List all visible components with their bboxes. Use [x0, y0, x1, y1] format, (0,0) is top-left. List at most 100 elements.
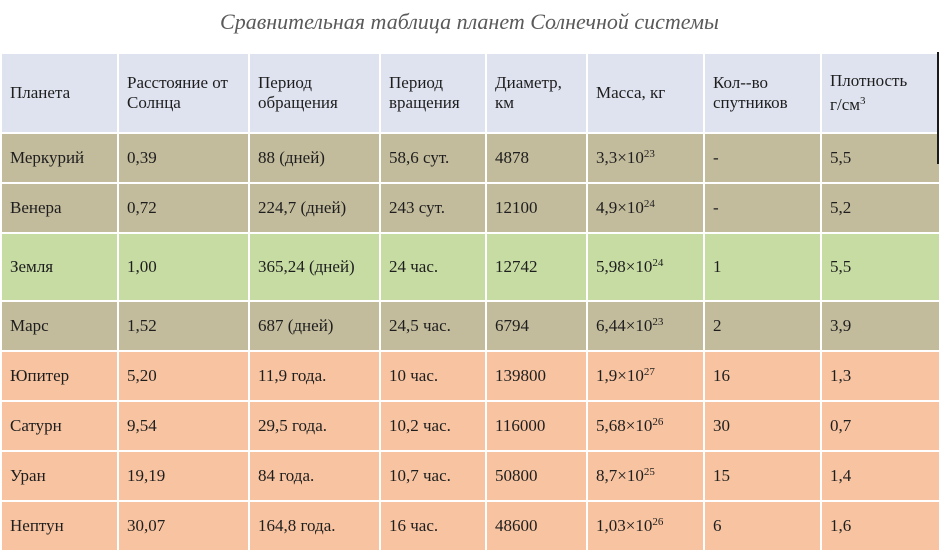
- cell-density: 1,6: [820, 500, 939, 552]
- cell-mass: 8,7×1025: [586, 450, 705, 502]
- mass-exponent: 24: [652, 257, 664, 269]
- table-row: Марс 1,52 687 (дней) 24,5 час. 6794 6,44×1023…: [0, 300, 939, 352]
- cell-planet: Нептун: [0, 500, 119, 552]
- cell-density: 1,3: [820, 350, 939, 402]
- cell-planet: Меркурий: [0, 132, 119, 184]
- cell-moons: 2: [703, 300, 822, 352]
- table-body: Меркурий 0,39 88 (дней) 58,6 сут. 4878 3,3×10…: [0, 132, 939, 552]
- cell-distance: 0,72: [117, 182, 250, 234]
- cell-mass: 5,98×1024: [586, 232, 705, 302]
- cell-diameter: 6794: [485, 300, 588, 352]
- cell-moons: 1: [703, 232, 822, 302]
- cell-mass: 1,03×1026: [586, 500, 705, 552]
- cell-density: 5,2: [820, 182, 939, 234]
- mass-times-ten: ×10: [625, 316, 653, 335]
- cell-diameter: 4878: [485, 132, 588, 184]
- header-orbit-line2: обращения: [258, 93, 338, 112]
- page-title: Сравнительная таблица планет Солнечной с…: [220, 9, 719, 34]
- mass-times-ten: ×10: [617, 466, 644, 485]
- mass-base: 3,3: [596, 148, 618, 167]
- right-edge-line: [937, 52, 939, 164]
- table-header-row: Планета Расстояние от Солнца Период обраще…: [0, 52, 939, 134]
- header-planet: Планета: [0, 52, 119, 134]
- cell-mass: 1,9×1027: [586, 350, 705, 402]
- cell-moons: 30: [703, 400, 822, 452]
- mass-exponent: 26: [652, 416, 664, 428]
- cell-rotation: 16 час.: [379, 500, 487, 552]
- cell-distance: 1,52: [117, 300, 250, 352]
- cell-orbit: 29,5 года.: [248, 400, 381, 452]
- header-diameter-line2: км: [495, 93, 515, 112]
- cell-rotation: 58,6 сут.: [379, 132, 487, 184]
- cell-orbit: 687 (дней): [248, 300, 381, 352]
- header-rotation: Период вращения: [379, 52, 487, 134]
- cell-moons: -: [703, 132, 822, 184]
- cell-distance: 1,00: [117, 232, 250, 302]
- cell-density: 3,9: [820, 300, 939, 352]
- cell-diameter: 139800: [485, 350, 588, 402]
- cell-diameter: 116000: [485, 400, 588, 452]
- cell-orbit: 84 года.: [248, 450, 381, 502]
- cell-diameter: 12100: [485, 182, 588, 234]
- mass-base: 8,7: [596, 466, 618, 485]
- mass-base: 6,44: [596, 316, 626, 335]
- cell-mass: 6,44×1023: [586, 300, 705, 352]
- header-rotation-line2: вращения: [389, 93, 460, 112]
- header-rotation-line1: Период: [389, 73, 444, 92]
- table-row: Уран 19,19 84 года. 10,7 час. 50800 8,7×1025 1…: [0, 450, 939, 502]
- cell-mass: 4,9×1024: [586, 182, 705, 234]
- cell-orbit: 164,8 года.: [248, 500, 381, 552]
- cell-rotation: 10,7 час.: [379, 450, 487, 502]
- mass-times-ten: ×10: [625, 516, 653, 535]
- header-distance-line1: Расстояние от: [127, 73, 228, 92]
- cell-planet: Уран: [0, 450, 119, 502]
- mass-exponent: 25: [643, 466, 655, 478]
- header-density: Плотность г/см3: [820, 52, 939, 134]
- table-row: Нептун 30,07 164,8 года. 16 час. 48600 1,03×1…: [0, 500, 939, 552]
- mass-base: 1,9: [596, 366, 618, 385]
- table-row: Юпитер 5,20 11,9 года. 10 час. 139800 1,9×102…: [0, 350, 939, 402]
- cell-density: 1,4: [820, 450, 939, 502]
- cell-planet: Сатурн: [0, 400, 119, 452]
- cell-rotation: 10,2 час.: [379, 400, 487, 452]
- cell-distance: 19,19: [117, 450, 250, 502]
- cell-distance: 30,07: [117, 500, 250, 552]
- cell-rotation: 243 сут.: [379, 182, 487, 234]
- cell-rotation: 10 час.: [379, 350, 487, 402]
- header-density-line2: г/см: [830, 95, 860, 114]
- header-distance-line2: Солнца: [127, 93, 181, 112]
- cell-moons: 15: [703, 450, 822, 502]
- cell-diameter: 48600: [485, 500, 588, 552]
- header-moons-line1: Кол--во: [713, 73, 768, 92]
- header-density-line1: Плотность: [830, 71, 908, 90]
- header-mass: Масса, кг: [586, 52, 705, 134]
- header-orbit-line1: Период: [258, 73, 313, 92]
- cell-planet: Земля: [0, 232, 119, 302]
- cell-distance: 5,20: [117, 350, 250, 402]
- mass-times-ten: ×10: [625, 416, 653, 435]
- header-distance: Расстояние от Солнца: [117, 52, 250, 134]
- mass-exponent: 26: [652, 516, 664, 528]
- cell-rotation: 24 час.: [379, 232, 487, 302]
- cell-mass: 5,68×1026: [586, 400, 705, 452]
- cell-orbit: 365,24 (дней): [248, 232, 381, 302]
- cell-moons: 16: [703, 350, 822, 402]
- table-row: Венера 0,72 224,7 (дней) 243 сут. 12100 4,9×1…: [0, 182, 939, 234]
- cell-planet: Юпитер: [0, 350, 119, 402]
- mass-base: 4,9: [596, 198, 618, 217]
- cell-density: 0,7: [820, 400, 939, 452]
- header-diameter: Диаметр, км: [485, 52, 588, 134]
- cell-density: 5,5: [820, 132, 939, 184]
- table-row: Земля 1,00 365,24 (дней) 24 час. 12742 5,98×1…: [0, 232, 939, 302]
- header-orbit: Период обращения: [248, 52, 381, 134]
- cell-rotation: 24,5 час.: [379, 300, 487, 352]
- header-density-exponent: 3: [860, 95, 866, 107]
- header-planet-text: Планета: [10, 83, 71, 102]
- cell-orbit: 224,7 (дней): [248, 182, 381, 234]
- mass-exponent: 23: [643, 148, 655, 160]
- mass-times-ten: ×10: [625, 257, 653, 276]
- cell-diameter: 50800: [485, 450, 588, 502]
- cell-density: 5,5: [820, 232, 939, 302]
- mass-exponent: 24: [643, 198, 655, 210]
- mass-exponent: 27: [643, 366, 655, 378]
